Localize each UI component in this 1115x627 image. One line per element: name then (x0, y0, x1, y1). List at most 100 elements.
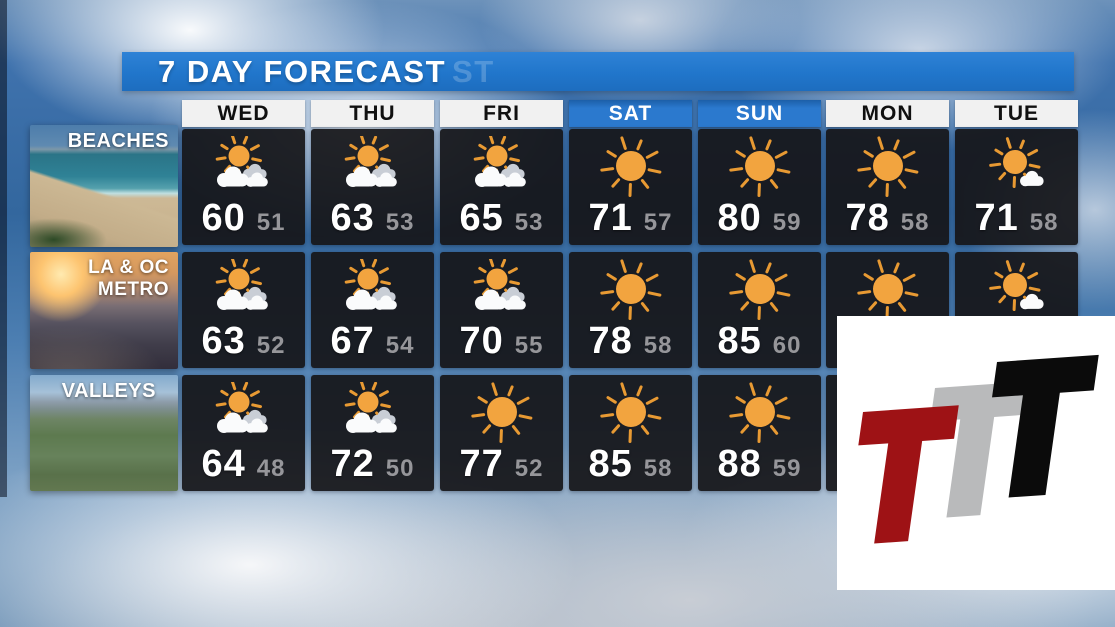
forecast-cell-beaches-sat: 71 57 (569, 129, 692, 245)
forecast-cell-la-oc-metro-thu: 67 54 (311, 252, 434, 368)
region-image-la-oc-metro: LA & OC METRO (30, 252, 178, 369)
partly-cloudy-icon (311, 259, 434, 321)
low-temp: 58 (1029, 209, 1059, 236)
region-label: VALLEYS (61, 380, 156, 402)
low-temp: 59 (772, 455, 802, 482)
title-ghost: ST (452, 53, 495, 89)
forecast-cell-beaches-thu: 63 53 (311, 129, 434, 245)
temps-row: 72 50 (311, 443, 434, 486)
logo-overlay (837, 316, 1115, 590)
forecast-cell-la-oc-metro-fri: 70 55 (440, 252, 563, 368)
sunny-icon (569, 136, 692, 198)
high-temp: 78 (845, 197, 890, 239)
temps-row: 88 59 (698, 443, 821, 486)
high-temp: 64 (201, 443, 246, 485)
high-temp: 65 (459, 197, 504, 239)
partly-cloudy-icon (182, 136, 305, 198)
temps-row: 60 51 (182, 197, 305, 240)
sunny-icon (569, 259, 692, 321)
temps-row: 65 53 (440, 197, 563, 240)
temps-row: 78 58 (569, 320, 692, 363)
temps-row: 80 59 (698, 197, 821, 240)
partly-cloudy-icon (440, 259, 563, 321)
high-temp: 63 (330, 197, 375, 239)
region-label: LA & OC METRO (88, 257, 169, 300)
forecast-cell-beaches-tue: 71 58 (955, 129, 1078, 245)
logo-letter-t-red (858, 405, 959, 544)
temps-row: 63 52 (182, 320, 305, 363)
low-temp: 52 (256, 332, 286, 359)
sunny-icon (698, 136, 821, 198)
sunny-icon (698, 382, 821, 444)
low-temp: 55 (514, 332, 544, 359)
sunny-icon (698, 259, 821, 321)
low-temp: 60 (772, 332, 802, 359)
temps-row: 63 53 (311, 197, 434, 240)
temps-row: 77 52 (440, 443, 563, 486)
high-temp: 70 (459, 320, 504, 362)
day-header-thu: THU (311, 100, 434, 127)
low-temp: 59 (772, 209, 802, 236)
partly-cloudy-icon (440, 136, 563, 198)
temps-row: 71 57 (569, 197, 692, 240)
low-temp: 50 (385, 455, 415, 482)
high-temp: 80 (717, 197, 762, 239)
logo-letter-t-gray (930, 381, 1031, 518)
high-temp: 63 (201, 320, 246, 362)
high-temp: 85 (717, 320, 762, 362)
forecast-cell-valleys-wed: 64 48 (182, 375, 305, 491)
low-temp: 58 (643, 455, 673, 482)
forecast-cell-valleys-sat: 85 58 (569, 375, 692, 491)
high-temp: 71 (974, 197, 1019, 239)
forecast-cell-valleys-fri: 77 52 (440, 375, 563, 491)
high-temp: 71 (588, 197, 633, 239)
partly-cloudy-icon (182, 259, 305, 321)
forecast-cell-la-oc-metro-sat: 78 58 (569, 252, 692, 368)
low-temp: 54 (385, 332, 415, 359)
low-temp: 53 (385, 209, 415, 236)
temps-row: 78 58 (826, 197, 949, 240)
temps-row: 67 54 (311, 320, 434, 363)
low-temp: 57 (643, 209, 673, 236)
forecast-cell-beaches-mon: 78 58 (826, 129, 949, 245)
partly-cloudy-icon (311, 382, 434, 444)
forecast-cell-beaches-fri: 65 53 (440, 129, 563, 245)
sunny-icon (440, 382, 563, 444)
forecast-cell-la-oc-metro-wed: 63 52 (182, 252, 305, 368)
high-temp: 60 (201, 197, 246, 239)
day-header-sun: SUN (698, 100, 821, 127)
day-header-tue: TUE (955, 100, 1078, 127)
high-temp: 88 (717, 443, 762, 485)
mostly-sunny-icon (955, 136, 1078, 198)
forecast-cell-beaches-wed: 60 51 (182, 129, 305, 245)
station-logo-ttt (858, 354, 1099, 544)
temps-row: 70 55 (440, 320, 563, 363)
forecast-title-banner: 7 DAY FORECAST ST (122, 52, 1074, 91)
forecast-cell-valleys-thu: 72 50 (311, 375, 434, 491)
high-temp: 78 (588, 320, 633, 362)
mostly-sunny-icon (955, 259, 1078, 321)
day-header-fri: FRI (440, 100, 563, 127)
region-label: BEACHES (67, 130, 169, 152)
low-temp: 58 (643, 332, 673, 359)
region-image-beaches: BEACHES (30, 125, 178, 247)
day-header-sat: SAT (569, 100, 692, 127)
sunny-icon (569, 382, 692, 444)
video-edge-strip (0, 0, 7, 497)
temps-row: 71 58 (955, 197, 1078, 240)
sunny-icon (826, 259, 949, 321)
forecast-cell-valleys-sun: 88 59 (698, 375, 821, 491)
high-temp: 67 (330, 320, 375, 362)
temps-row: 64 48 (182, 443, 305, 486)
temps-row: 85 58 (569, 443, 692, 486)
forecast-cell-beaches-sun: 80 59 (698, 129, 821, 245)
low-temp: 52 (514, 455, 544, 482)
partly-cloudy-icon (182, 382, 305, 444)
page-title: 7 DAY FORECAST (158, 53, 447, 89)
region-image-valleys: VALLEYS (30, 375, 178, 491)
low-temp: 53 (514, 209, 544, 236)
high-temp: 85 (588, 443, 633, 485)
partly-cloudy-icon (311, 136, 434, 198)
low-temp: 48 (256, 455, 286, 482)
